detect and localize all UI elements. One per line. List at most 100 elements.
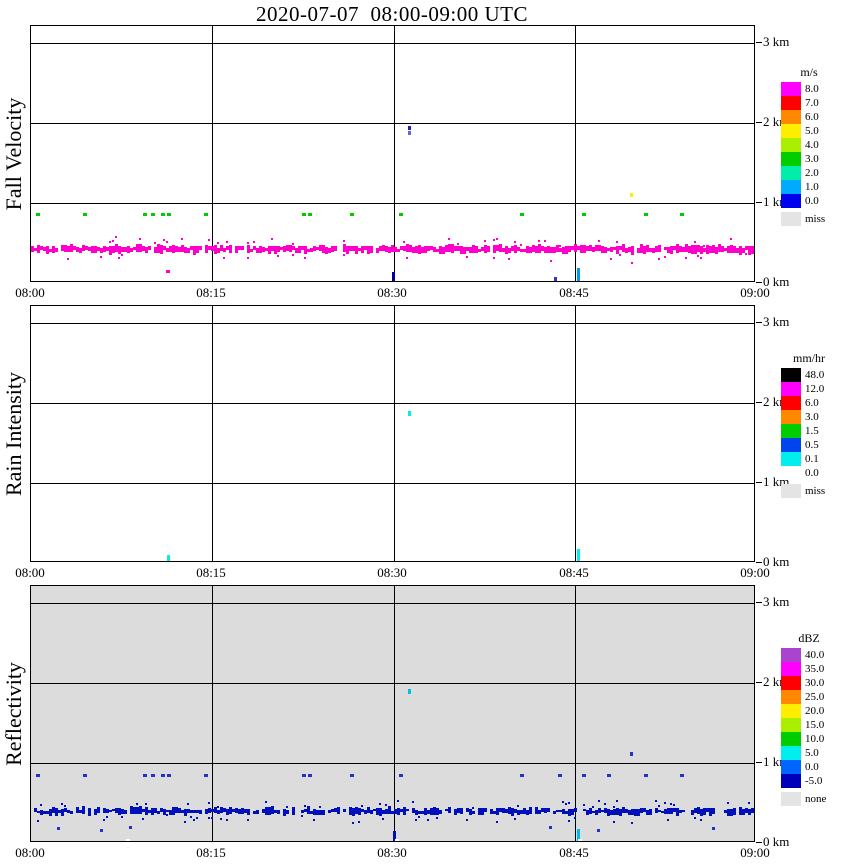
data-mark xyxy=(169,246,172,252)
data-mark xyxy=(517,810,520,815)
data-mark xyxy=(562,801,564,803)
data-mark xyxy=(121,247,124,252)
data-mark xyxy=(130,248,133,252)
data-mark xyxy=(421,247,424,253)
data-mark xyxy=(517,805,519,807)
data-mark xyxy=(748,802,750,804)
plot-area-rain-intensity xyxy=(30,305,755,562)
data-mark xyxy=(658,258,660,260)
data-mark xyxy=(129,826,132,829)
data-mark xyxy=(271,806,274,814)
x-tick-label: 08:45 xyxy=(559,845,589,860)
data-mark xyxy=(376,808,379,815)
data-mark xyxy=(472,807,474,809)
data-mark xyxy=(226,809,229,815)
data-mark xyxy=(541,246,544,251)
data-mark xyxy=(130,806,133,814)
data-mark xyxy=(400,809,403,812)
data-mark xyxy=(418,245,421,254)
data-mark xyxy=(712,827,715,830)
data-mark xyxy=(166,241,168,243)
data-mark xyxy=(697,807,700,814)
data-mark xyxy=(630,752,633,756)
data-mark xyxy=(205,809,208,814)
data-mark xyxy=(286,810,289,814)
data-mark xyxy=(688,246,691,253)
legend-label: -5.0 xyxy=(805,775,823,787)
data-mark xyxy=(391,811,394,814)
data-mark xyxy=(691,245,694,254)
data-mark xyxy=(727,802,729,804)
data-mark xyxy=(712,245,715,253)
data-mark xyxy=(694,241,696,243)
data-mark xyxy=(463,247,466,254)
data-mark xyxy=(616,800,618,802)
data-mark xyxy=(658,245,661,252)
data-mark xyxy=(262,247,265,252)
data-mark xyxy=(742,809,745,815)
data-mark xyxy=(127,246,130,253)
data-mark xyxy=(685,257,687,259)
data-mark xyxy=(187,809,190,813)
x-tick-label: 08:30 xyxy=(377,845,407,860)
data-mark xyxy=(328,810,331,813)
data-mark xyxy=(355,807,358,814)
data-mark xyxy=(301,810,304,813)
data-mark xyxy=(643,808,646,812)
data-mark xyxy=(256,248,259,253)
data-mark xyxy=(181,810,184,813)
data-mark xyxy=(64,808,67,812)
gridline-vertical xyxy=(575,586,576,841)
data-mark xyxy=(562,809,565,814)
data-mark xyxy=(661,811,664,813)
data-mark xyxy=(592,247,595,252)
data-mark xyxy=(597,829,600,832)
legend-swatch xyxy=(781,662,801,676)
x-tick-label: 08:15 xyxy=(196,285,226,300)
data-mark xyxy=(649,809,652,815)
data-mark xyxy=(199,810,202,814)
data-mark xyxy=(247,242,249,244)
data-mark xyxy=(601,246,604,253)
gridline-horizontal xyxy=(31,483,754,484)
height-tick xyxy=(756,602,762,603)
data-mark xyxy=(682,810,685,812)
x-tick-label: 08:45 xyxy=(559,285,589,300)
data-mark xyxy=(558,774,562,777)
data-mark xyxy=(745,253,747,255)
colorbar-unit: dBZ xyxy=(798,631,820,645)
data-mark xyxy=(418,816,420,818)
data-mark xyxy=(82,245,85,251)
data-mark xyxy=(403,246,406,251)
data-mark xyxy=(343,809,346,812)
data-mark xyxy=(583,804,585,806)
data-mark xyxy=(94,246,97,253)
height-tick xyxy=(756,402,762,403)
data-mark xyxy=(382,245,385,251)
data-mark xyxy=(208,239,210,241)
data-mark xyxy=(112,809,115,811)
data-mark xyxy=(370,810,373,814)
data-mark xyxy=(604,247,607,253)
data-mark xyxy=(217,242,219,244)
data-mark xyxy=(244,809,247,813)
data-mark xyxy=(598,240,600,242)
data-mark xyxy=(676,808,679,816)
data-mark xyxy=(139,806,142,814)
data-mark xyxy=(100,248,103,253)
data-mark xyxy=(310,248,313,252)
data-mark xyxy=(115,808,118,813)
data-mark xyxy=(604,803,606,805)
data-mark xyxy=(613,809,616,815)
data-mark xyxy=(733,246,736,253)
data-mark xyxy=(163,809,166,815)
data-mark xyxy=(40,804,42,806)
data-mark xyxy=(493,811,496,814)
data-mark xyxy=(67,258,69,260)
data-mark xyxy=(106,816,108,818)
data-mark xyxy=(574,244,577,252)
data-mark xyxy=(538,240,540,242)
data-mark xyxy=(118,808,121,815)
data-mark xyxy=(613,247,616,250)
